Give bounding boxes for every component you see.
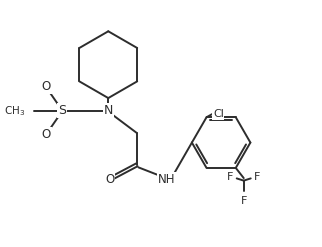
Text: $\mathregular{CH_3}$: $\mathregular{CH_3}$ <box>5 104 26 118</box>
Text: N: N <box>104 104 113 117</box>
Text: F: F <box>254 172 260 183</box>
Text: NH: NH <box>158 173 176 186</box>
Text: F: F <box>227 172 233 183</box>
Text: O: O <box>105 173 115 186</box>
Text: O: O <box>42 128 51 141</box>
Text: Cl: Cl <box>213 109 224 119</box>
Text: O: O <box>42 81 51 93</box>
Text: S: S <box>58 104 66 117</box>
Text: F: F <box>241 196 247 206</box>
